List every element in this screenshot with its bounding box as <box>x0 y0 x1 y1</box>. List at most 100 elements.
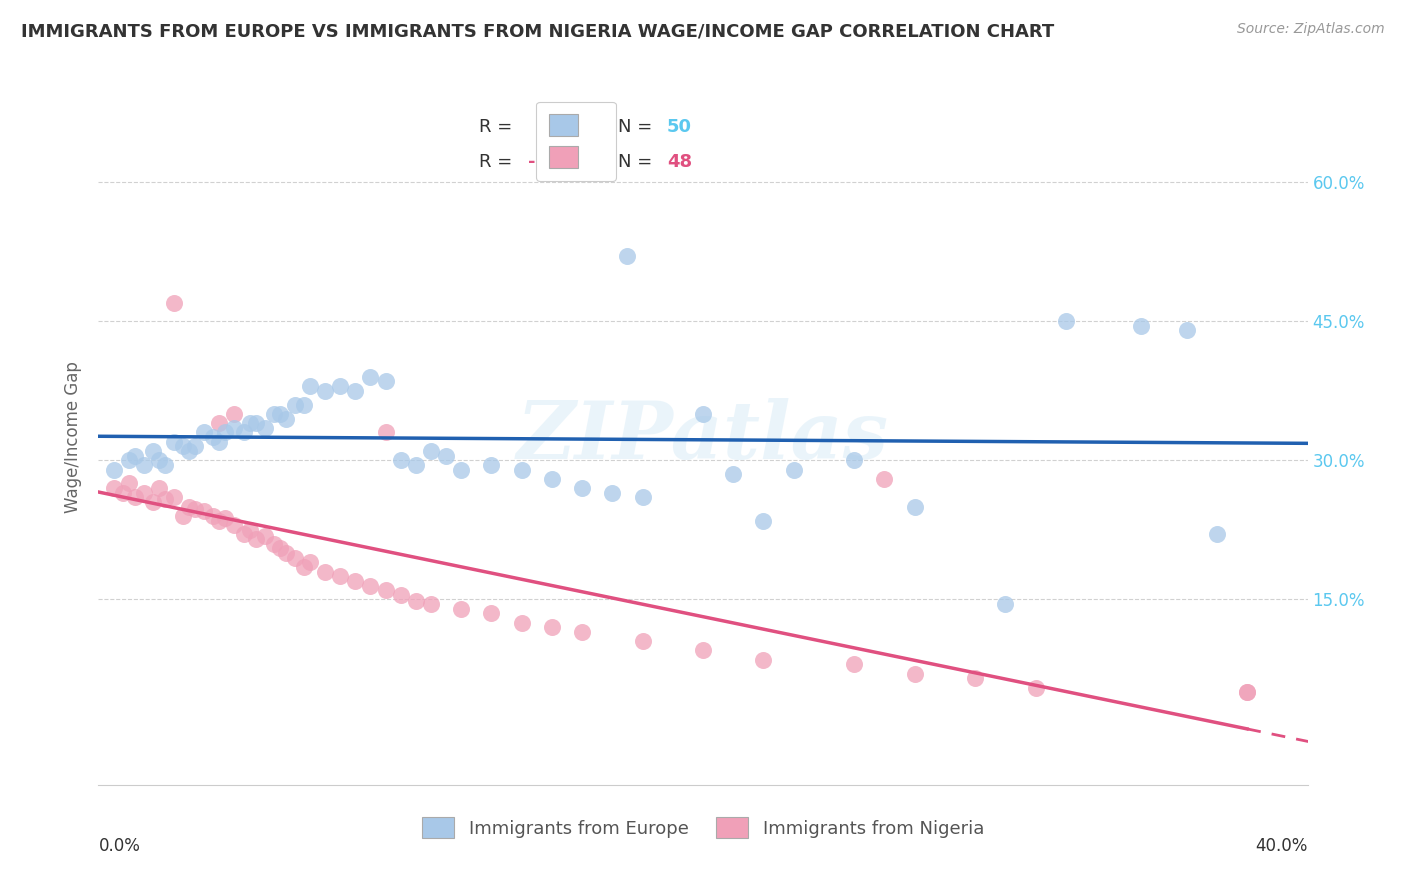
Point <box>510 615 533 630</box>
Point <box>179 500 201 514</box>
Point <box>202 508 225 523</box>
Point <box>329 379 352 393</box>
Point <box>253 529 276 543</box>
Point <box>232 425 254 440</box>
Point <box>329 569 352 583</box>
Point <box>1130 318 1153 333</box>
Point <box>1206 527 1229 541</box>
Point <box>292 560 315 574</box>
Point <box>232 527 254 541</box>
Point <box>148 453 170 467</box>
Point <box>245 416 267 430</box>
Point <box>132 485 155 500</box>
Point <box>269 541 291 556</box>
Point <box>239 523 262 537</box>
Point <box>172 439 194 453</box>
Point <box>844 657 866 672</box>
Point <box>844 453 866 467</box>
Point <box>274 546 297 560</box>
Point <box>245 532 267 546</box>
Text: 48: 48 <box>666 153 692 171</box>
Point <box>873 472 896 486</box>
Point <box>292 398 315 412</box>
Text: R =: R = <box>479 153 519 171</box>
Point <box>481 607 503 621</box>
Y-axis label: Wage/Income Gap: Wage/Income Gap <box>65 361 83 513</box>
Point <box>111 485 134 500</box>
Point <box>224 407 246 421</box>
Point <box>344 384 367 398</box>
Point <box>752 514 775 528</box>
Point <box>132 458 155 472</box>
Text: Source: ZipAtlas.com: Source: ZipAtlas.com <box>1237 22 1385 37</box>
Point <box>450 601 472 615</box>
Point <box>405 458 427 472</box>
Point <box>965 671 987 685</box>
Point <box>344 574 367 588</box>
Point <box>540 472 562 486</box>
Text: -0.156: -0.156 <box>527 153 592 171</box>
Point <box>193 425 215 440</box>
Point <box>184 439 207 453</box>
Point <box>202 430 225 444</box>
Point <box>616 249 638 263</box>
Point <box>631 634 654 648</box>
Point <box>208 514 231 528</box>
Point <box>253 421 276 435</box>
Point <box>481 458 503 472</box>
Point <box>692 643 714 657</box>
Point <box>434 449 457 463</box>
Point <box>214 510 236 524</box>
Point <box>994 597 1017 611</box>
Point <box>1236 685 1258 699</box>
Point <box>284 550 307 565</box>
Point <box>163 295 186 310</box>
Point <box>299 555 322 569</box>
Text: N =: N = <box>619 119 658 136</box>
Point <box>904 666 927 681</box>
Point <box>631 491 654 505</box>
Point <box>103 481 125 495</box>
Point <box>103 462 125 476</box>
Point <box>263 407 285 421</box>
Text: 50: 50 <box>666 119 692 136</box>
Point <box>1175 323 1198 337</box>
Point <box>571 481 593 495</box>
Point <box>450 462 472 476</box>
Text: 0.0%: 0.0% <box>98 837 141 855</box>
Point <box>239 416 262 430</box>
Text: IMMIGRANTS FROM EUROPE VS IMMIGRANTS FROM NIGERIA WAGE/INCOME GAP CORRELATION CH: IMMIGRANTS FROM EUROPE VS IMMIGRANTS FRO… <box>21 22 1054 40</box>
Point <box>904 500 927 514</box>
Point <box>284 398 307 412</box>
Point <box>752 653 775 667</box>
Point <box>389 588 412 602</box>
Point <box>405 594 427 608</box>
Point <box>142 444 165 458</box>
Point <box>540 620 562 634</box>
Point <box>420 597 443 611</box>
Point <box>420 444 443 458</box>
Point <box>153 458 176 472</box>
Point <box>193 504 215 518</box>
Point <box>214 425 236 440</box>
Point <box>224 421 246 435</box>
Point <box>269 407 291 421</box>
Point <box>360 578 382 592</box>
Point <box>360 369 382 384</box>
Point <box>148 481 170 495</box>
Point <box>389 453 412 467</box>
Point <box>374 375 396 389</box>
Point <box>118 476 141 491</box>
Point <box>172 508 194 523</box>
Point <box>208 416 231 430</box>
Point <box>163 491 186 505</box>
Text: 0.170: 0.170 <box>534 119 596 136</box>
Point <box>142 495 165 509</box>
Point <box>274 411 297 425</box>
Legend: Immigrants from Europe, Immigrants from Nigeria: Immigrants from Europe, Immigrants from … <box>415 810 991 846</box>
Point <box>208 434 231 449</box>
Point <box>163 434 186 449</box>
Text: ZIPatlas: ZIPatlas <box>517 399 889 475</box>
Point <box>124 491 146 505</box>
Point <box>224 518 246 533</box>
